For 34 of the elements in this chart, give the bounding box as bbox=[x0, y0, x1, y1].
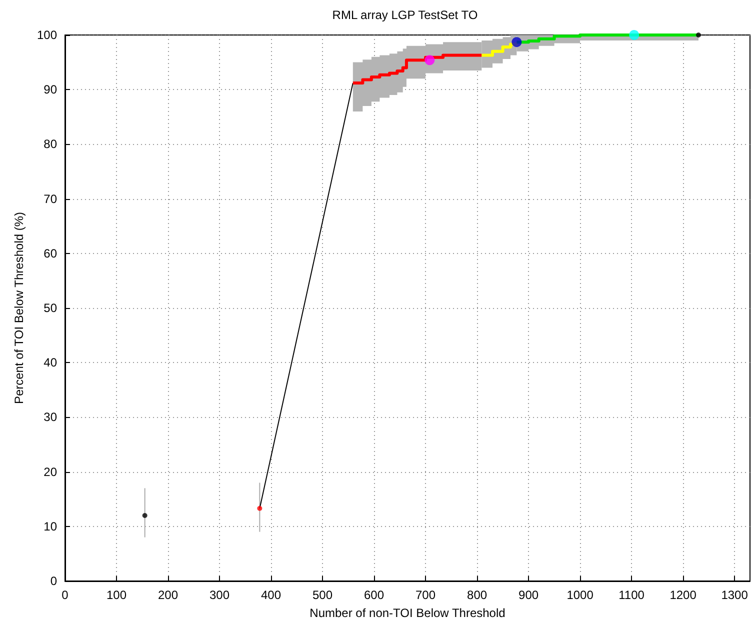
y-tick-label: 40 bbox=[44, 356, 58, 370]
x-tick-label: 1000 bbox=[566, 588, 594, 602]
y-tick-label: 70 bbox=[44, 192, 58, 206]
x-tick-label: 1200 bbox=[670, 588, 697, 602]
x-tick-label: 900 bbox=[518, 588, 539, 602]
y-tick-label: 0 bbox=[50, 574, 58, 588]
x-tick-label: 500 bbox=[312, 588, 333, 602]
y-tick-label: 10 bbox=[44, 519, 58, 534]
x-tick-label: 600 bbox=[364, 588, 384, 602]
y-tick-label: 90 bbox=[44, 82, 58, 97]
y-tick-label: 30 bbox=[44, 410, 58, 424]
point bbox=[424, 55, 435, 66]
x-tick-label: 1300 bbox=[721, 588, 748, 602]
x-tick-label: 1100 bbox=[618, 588, 645, 602]
x-axis-title: Number of non-TOI Below Threshold bbox=[310, 606, 506, 620]
y-axis-title: Percent of TOI Below Threshold (%) bbox=[12, 212, 26, 404]
point bbox=[257, 506, 262, 511]
point bbox=[696, 32, 701, 38]
x-tick-label: 800 bbox=[467, 588, 488, 602]
x-tick-label: 200 bbox=[158, 588, 178, 602]
y-tick-label: 50 bbox=[44, 301, 58, 315]
chart-title: RML array LGP TestSet TO bbox=[332, 8, 478, 22]
point bbox=[629, 30, 640, 40]
point bbox=[512, 37, 522, 48]
x-tick-label: 300 bbox=[209, 588, 230, 602]
x-tick-label: 700 bbox=[416, 588, 436, 602]
x-tick-label: 0 bbox=[62, 588, 69, 602]
x-tick-label: 400 bbox=[261, 588, 282, 602]
y-tick-label: 100 bbox=[36, 28, 58, 42]
y-tick-label: 60 bbox=[44, 246, 58, 260]
point bbox=[142, 512, 148, 518]
y-tick-label: 80 bbox=[44, 137, 58, 152]
y-tick-label: 20 bbox=[44, 464, 58, 479]
x-tick-label: 100 bbox=[106, 588, 127, 602]
